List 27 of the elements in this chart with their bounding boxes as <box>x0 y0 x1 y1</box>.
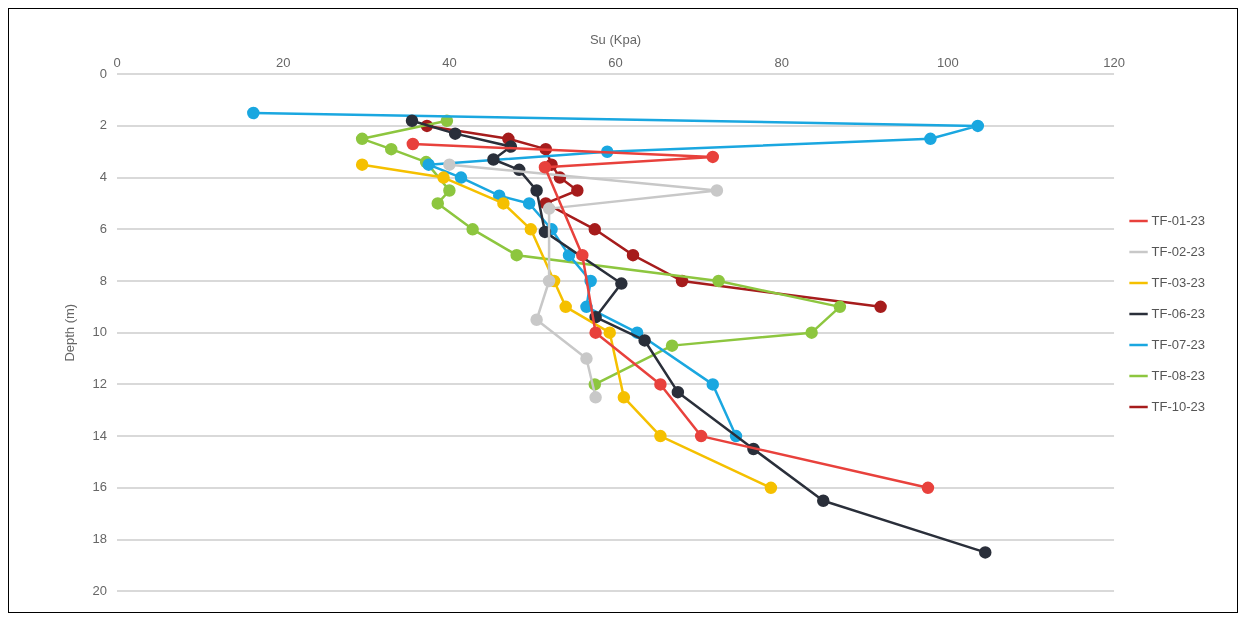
y-tick-label: 16 <box>92 479 108 495</box>
y-tick-label: 6 <box>99 220 108 236</box>
legend-label: TF-02-23 <box>1151 243 1206 259</box>
legend-label: TF-10-23 <box>1151 398 1206 414</box>
y-tick-label: 10 <box>92 324 108 340</box>
y-tick-label: 4 <box>99 169 108 185</box>
legend-label: TF-08-23 <box>1151 367 1206 383</box>
x-axis-title: Su (Kpa) <box>589 32 642 48</box>
y-tick-label: 8 <box>99 272 108 288</box>
x-tick-label: 80 <box>774 54 789 70</box>
x-tick-label: 0 <box>113 54 121 70</box>
y-tick-label: 0 <box>99 65 108 81</box>
x-tick-label: 60 <box>608 54 623 70</box>
y-tick-label: 20 <box>92 582 108 598</box>
y-tick-label: 2 <box>99 117 108 133</box>
legend-label: TF-06-23 <box>1151 305 1206 321</box>
x-tick-label: 20 <box>275 54 291 70</box>
legend-label: TF-01-23 <box>1151 212 1206 228</box>
y-tick-label: 14 <box>92 427 108 443</box>
x-tick-label: 40 <box>442 54 457 70</box>
x-tick-label: 120 <box>1103 54 1125 70</box>
legend-label: TF-03-23 <box>1151 274 1206 290</box>
y-axis-title: Depth (m) <box>62 303 78 362</box>
x-tick-label: 100 <box>937 54 959 70</box>
y-tick-label: 18 <box>92 531 108 547</box>
y-tick-label: 12 <box>92 375 108 391</box>
legend-label: TF-07-23 <box>1151 336 1206 352</box>
